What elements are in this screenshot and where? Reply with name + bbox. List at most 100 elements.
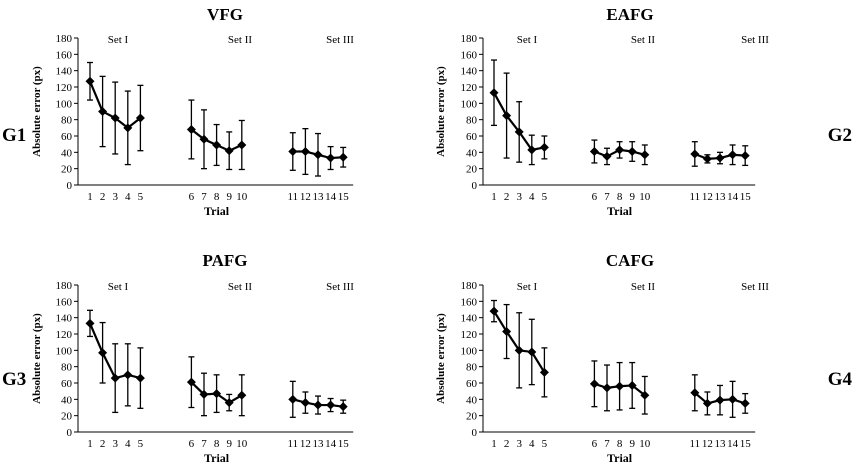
x-tick-label: 7	[604, 438, 610, 450]
x-tick-label: 10	[236, 191, 248, 203]
data-point	[110, 113, 120, 123]
data-point	[589, 147, 599, 157]
x-tick-label: 15	[338, 191, 350, 203]
y-tick-label: 80	[466, 115, 478, 127]
y-tick-label: 40	[466, 394, 478, 406]
x-tick-label: 3	[112, 191, 118, 203]
x-tick-label: 7	[201, 191, 207, 203]
data-point	[539, 142, 549, 152]
data-point	[728, 150, 738, 160]
data-point	[326, 153, 336, 163]
data-point	[589, 379, 599, 389]
y-tick-label: 160	[56, 49, 73, 61]
x-tick-label: 9	[226, 191, 232, 203]
set-label: Set II	[228, 281, 252, 293]
x-tick-label: 13	[715, 191, 727, 203]
group-label: G2	[828, 125, 852, 146]
y-tick-label: 180	[461, 280, 478, 292]
set-label: Set II	[228, 34, 252, 46]
chart-title: CAFG	[606, 251, 654, 270]
y-tick-label: 40	[466, 147, 478, 159]
data-point	[85, 318, 95, 328]
data-point	[338, 152, 348, 162]
x-tick-label: 13	[313, 191, 325, 203]
data-point	[110, 373, 120, 383]
y-tick-label: 80	[61, 115, 73, 127]
y-tick-label: 120	[461, 82, 478, 94]
x-tick-label: 14	[325, 438, 337, 450]
y-tick-label: 60	[61, 378, 73, 390]
x-tick-label: 11	[690, 191, 701, 203]
x-axis-title: Trial	[204, 451, 230, 465]
data-point	[740, 398, 750, 408]
y-tick-label: 60	[466, 131, 478, 143]
set-label: Set III	[741, 34, 769, 46]
x-tick-label: 11	[288, 438, 299, 450]
y-tick-label: 100	[461, 345, 478, 357]
data-point	[514, 127, 524, 137]
chart-title: PAFG	[202, 251, 247, 270]
x-tick-label: 6	[592, 191, 598, 203]
y-axis-title: Absolute error (px)	[435, 313, 447, 404]
y-axis-title: Absolute error (px)	[435, 66, 447, 157]
x-tick-label: 7	[604, 191, 610, 203]
x-tick-label: 6	[592, 438, 598, 450]
y-tick-label: 60	[61, 131, 73, 143]
set-label: Set II	[631, 34, 655, 46]
data-point	[338, 402, 348, 412]
set-label: Set III	[741, 281, 769, 293]
x-tick-label: 1	[491, 191, 497, 203]
data-point	[123, 370, 133, 380]
y-tick-label: 120	[56, 82, 73, 94]
data-point	[740, 151, 750, 161]
y-tick-label: 20	[61, 411, 73, 423]
x-tick-label: 7	[201, 438, 207, 450]
data-point	[489, 306, 499, 316]
chart-title: EAFG	[606, 5, 653, 24]
set-label: Set I	[517, 34, 538, 46]
data-point	[186, 377, 196, 387]
y-tick-label: 20	[466, 411, 478, 423]
data-point	[85, 76, 95, 86]
x-tick-label: 10	[639, 438, 651, 450]
y-tick-label: 0	[472, 180, 478, 192]
data-point	[715, 153, 725, 163]
y-tick-label: 100	[56, 345, 73, 357]
set-label: Set III	[326, 281, 354, 293]
y-tick-label: 40	[61, 147, 73, 159]
data-point	[502, 327, 512, 337]
data-point	[186, 124, 196, 134]
x-axis-title: Trial	[607, 451, 633, 465]
y-axis-title: Absolute error (px)	[31, 313, 43, 404]
data-point	[640, 150, 650, 160]
x-tick-label: 11	[288, 191, 299, 203]
data-point	[212, 389, 222, 399]
y-tick-label: 160	[461, 296, 478, 308]
x-tick-label: 4	[529, 191, 535, 203]
data-point	[702, 154, 712, 164]
x-tick-label: 10	[639, 191, 651, 203]
x-tick-label: 9	[226, 438, 232, 450]
data-point	[527, 347, 537, 357]
group-label: G4	[828, 369, 853, 390]
x-tick-label: 8	[617, 438, 623, 450]
y-tick-label: 80	[466, 362, 478, 374]
data-point	[615, 381, 625, 391]
data-point	[224, 146, 234, 156]
data-point	[502, 111, 512, 121]
x-tick-label: 1	[491, 438, 497, 450]
y-tick-label: 160	[461, 49, 478, 61]
x-tick-label: 3	[516, 438, 522, 450]
y-tick-label: 0	[67, 427, 73, 439]
y-tick-label: 140	[461, 313, 478, 325]
x-tick-label: 12	[702, 438, 713, 450]
data-point	[527, 145, 537, 155]
data-point	[313, 400, 323, 410]
x-tick-label: 6	[189, 438, 195, 450]
x-tick-label: 14	[325, 191, 337, 203]
data-point	[98, 107, 108, 116]
x-tick-label: 1	[87, 191, 93, 203]
x-tick-label: 10	[236, 438, 248, 450]
data-point	[199, 134, 209, 144]
set-label: Set II	[631, 281, 655, 293]
